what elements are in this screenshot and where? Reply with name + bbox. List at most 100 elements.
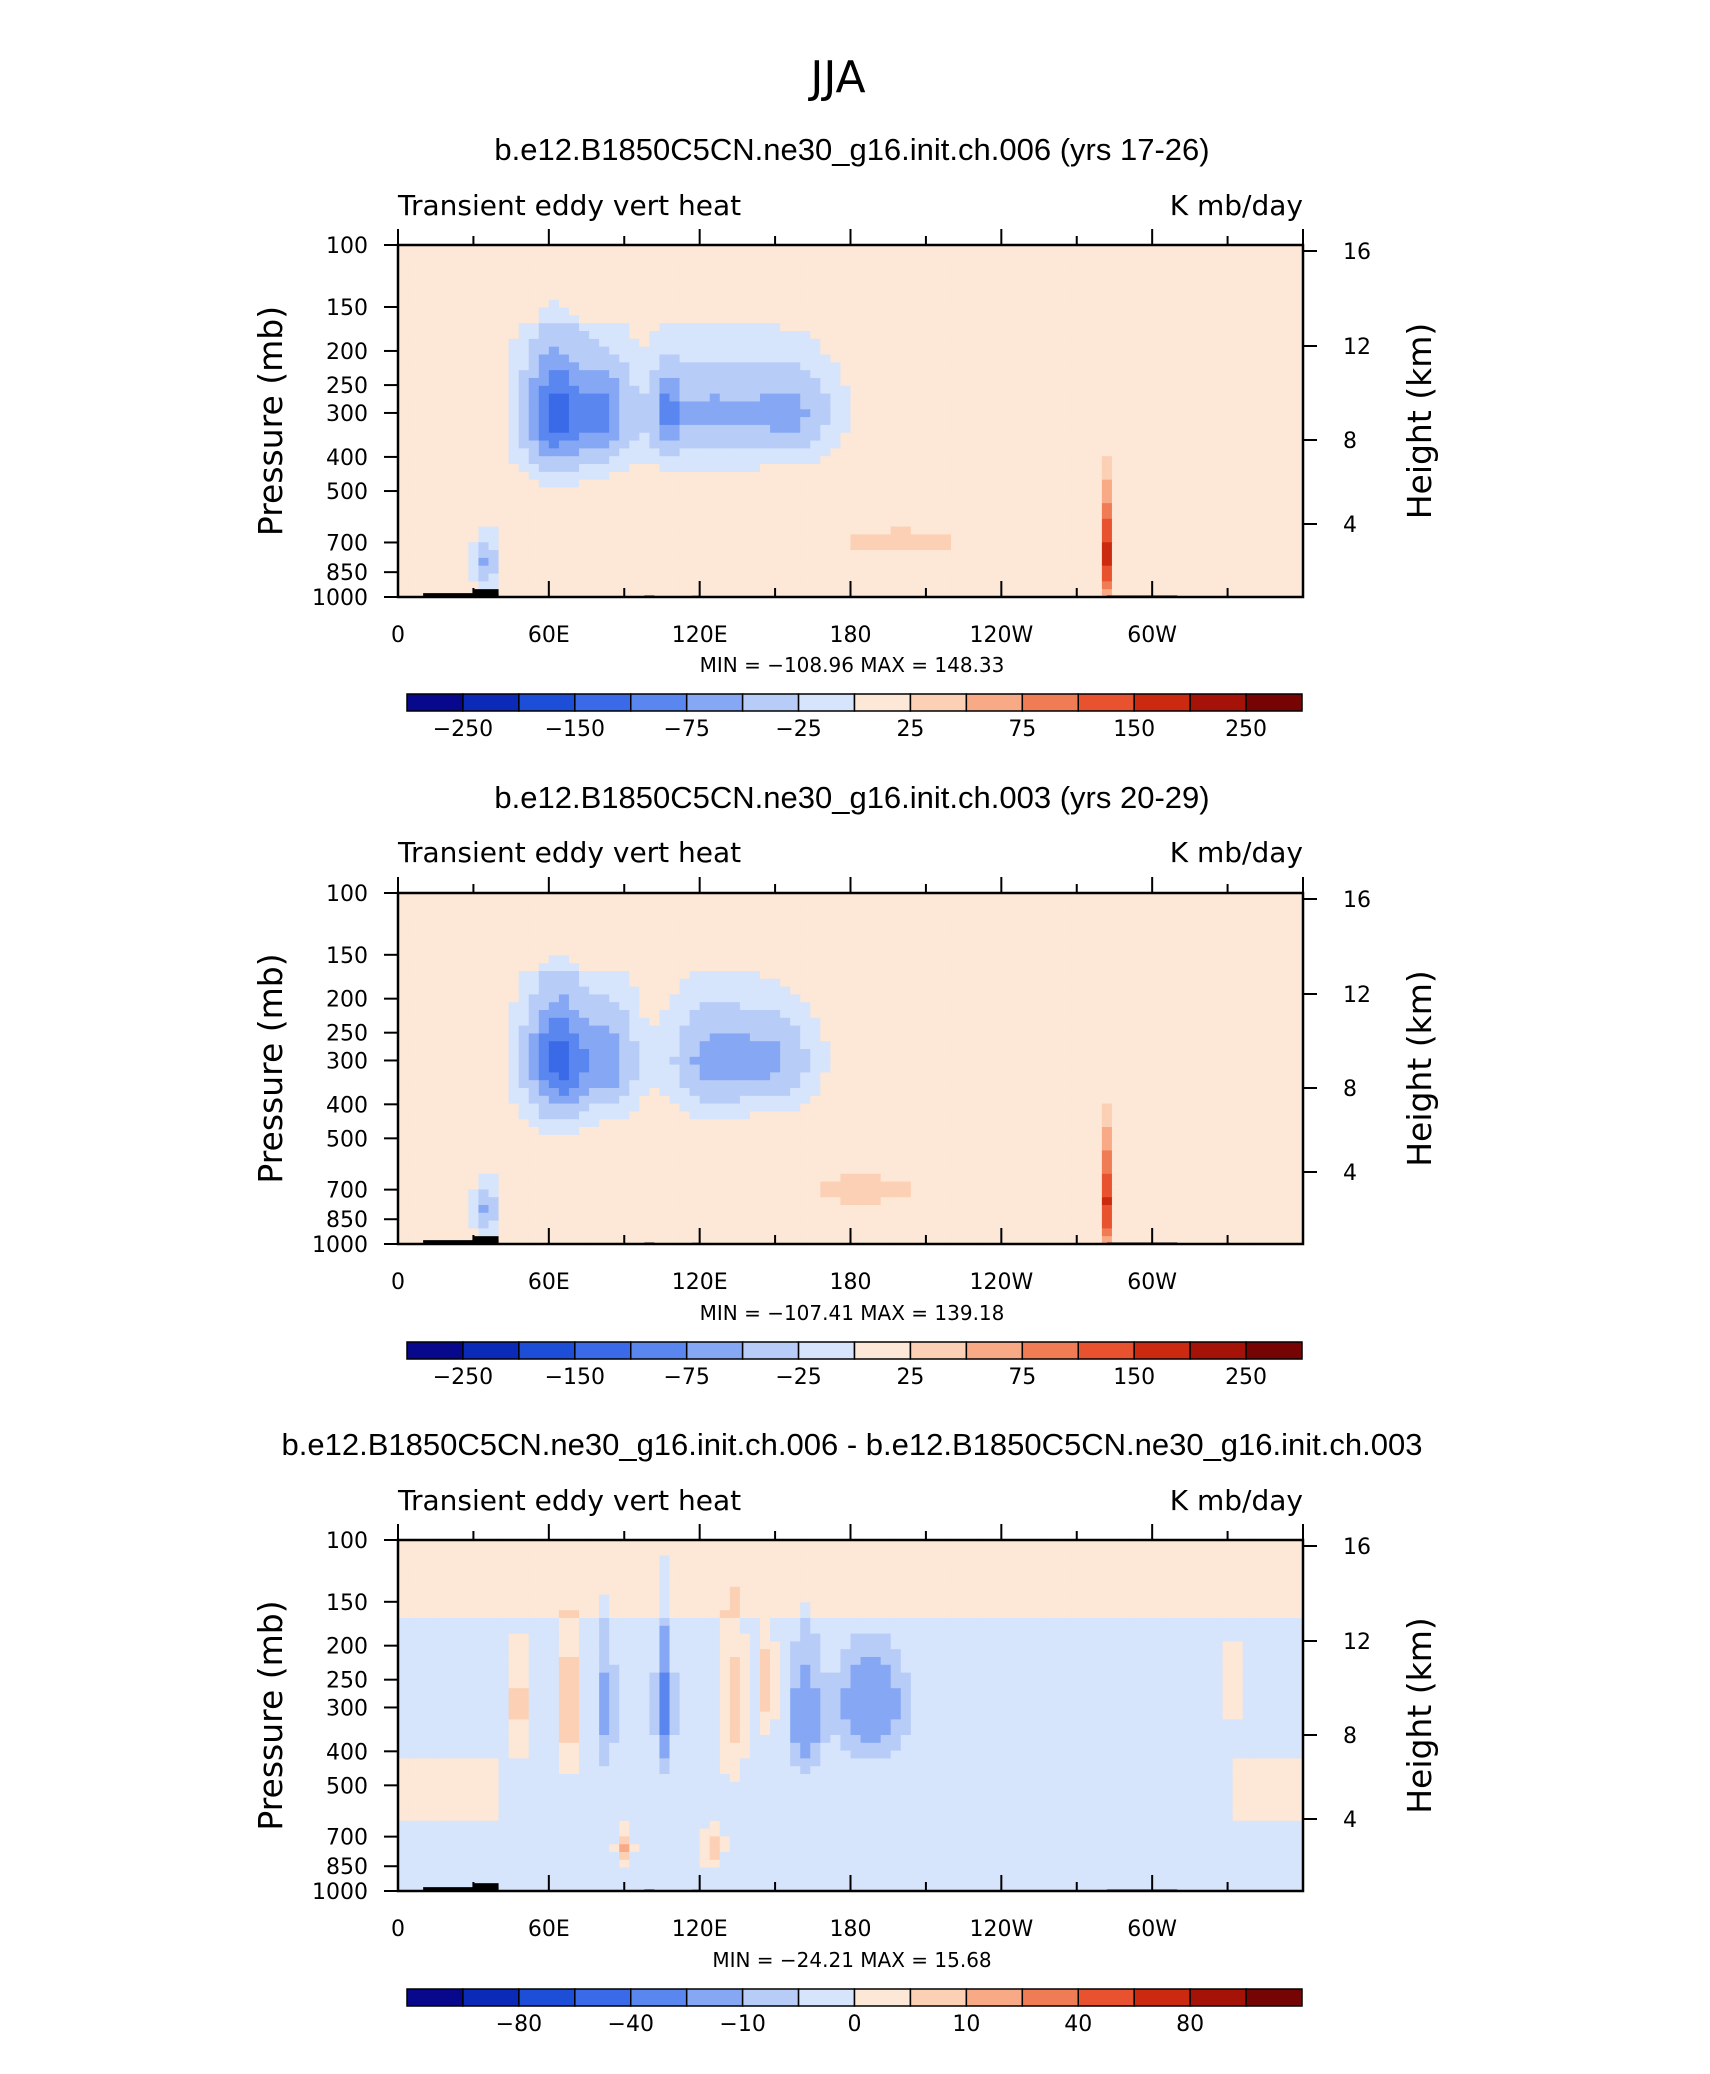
field-cell bbox=[1192, 432, 1204, 442]
field-cell bbox=[599, 299, 610, 309]
field-cell bbox=[528, 955, 540, 964]
field-cell bbox=[518, 323, 530, 332]
field-cell bbox=[1162, 284, 1173, 293]
field-cell bbox=[1142, 471, 1153, 481]
field-cell bbox=[1162, 542, 1173, 551]
field-cell bbox=[800, 542, 811, 551]
field-cell bbox=[448, 893, 459, 902]
field-cell bbox=[900, 510, 912, 520]
field-cell bbox=[729, 932, 741, 941]
field-cell bbox=[1152, 495, 1163, 504]
field-cell bbox=[508, 370, 520, 379]
field-cell bbox=[1212, 534, 1224, 543]
field-cell bbox=[850, 939, 862, 949]
field-cell bbox=[558, 955, 570, 964]
field-cell bbox=[1202, 385, 1214, 395]
field-cell bbox=[1162, 456, 1173, 465]
field-cell bbox=[1142, 331, 1153, 340]
field-cell bbox=[1081, 565, 1093, 575]
field-cell bbox=[1222, 299, 1234, 309]
field-cell bbox=[1202, 284, 1214, 293]
field-cell bbox=[900, 291, 912, 301]
colorbar-box bbox=[406, 693, 464, 712]
field-cell bbox=[1132, 893, 1143, 902]
field-cell bbox=[729, 456, 741, 465]
field-cell bbox=[729, 299, 741, 309]
field-cell bbox=[448, 573, 459, 582]
field-cell bbox=[609, 589, 620, 598]
field-cell bbox=[679, 947, 691, 956]
field-cell bbox=[669, 565, 681, 575]
field-cell bbox=[910, 299, 922, 309]
field-cell bbox=[398, 354, 409, 363]
field-cell bbox=[689, 893, 701, 902]
field-cell bbox=[1091, 409, 1103, 418]
field-cell bbox=[468, 245, 480, 254]
field-cell bbox=[619, 401, 630, 410]
field-cell bbox=[971, 276, 982, 285]
field-cell bbox=[1041, 939, 1053, 949]
field-cell bbox=[840, 284, 852, 293]
field-cell bbox=[458, 581, 469, 590]
field-cell bbox=[548, 518, 560, 528]
field-cell bbox=[568, 299, 580, 309]
field-cell bbox=[538, 471, 550, 481]
field-cell bbox=[729, 550, 741, 559]
field-cell bbox=[971, 354, 982, 363]
field-cell bbox=[991, 299, 1002, 309]
field-cell bbox=[418, 487, 429, 496]
field-cell bbox=[981, 589, 992, 598]
field-cell bbox=[488, 581, 500, 590]
field-cell bbox=[900, 464, 912, 473]
field-cell bbox=[749, 464, 761, 473]
field-cell bbox=[1242, 471, 1254, 481]
field-cell bbox=[629, 291, 640, 301]
field-cell bbox=[951, 534, 962, 543]
field-cell bbox=[528, 338, 540, 348]
field-cell bbox=[629, 573, 640, 582]
field-cell bbox=[428, 526, 439, 536]
field-cell bbox=[1242, 291, 1254, 301]
field-cell bbox=[548, 908, 560, 917]
field-cell bbox=[910, 440, 922, 449]
field-cell bbox=[1152, 550, 1163, 559]
field-cell bbox=[548, 276, 560, 285]
field-cell bbox=[910, 252, 922, 262]
field-cell bbox=[579, 947, 590, 956]
field-cell bbox=[1101, 518, 1113, 528]
field-cell bbox=[830, 393, 842, 403]
field-cell bbox=[548, 503, 560, 512]
field-cell bbox=[971, 495, 982, 504]
field-cell bbox=[760, 947, 771, 956]
field-cell bbox=[1051, 291, 1063, 301]
field-cell bbox=[729, 589, 741, 598]
field-cell bbox=[679, 939, 691, 949]
field-cell bbox=[468, 252, 480, 262]
field-cell bbox=[689, 377, 701, 387]
field-cell bbox=[508, 276, 520, 285]
field-cell bbox=[428, 370, 439, 379]
field-cell bbox=[840, 354, 852, 363]
field-cell bbox=[649, 385, 661, 395]
field-cell bbox=[1021, 534, 1033, 543]
field-cell bbox=[739, 573, 751, 582]
field-cell bbox=[699, 550, 711, 559]
field-cell bbox=[760, 924, 771, 933]
field-cell bbox=[478, 510, 490, 520]
field-cell bbox=[860, 362, 872, 371]
field-cell bbox=[1021, 338, 1033, 348]
field-cell bbox=[830, 471, 842, 481]
field-cell bbox=[941, 947, 952, 956]
field-cell bbox=[1031, 464, 1043, 473]
field-cell bbox=[579, 495, 590, 504]
field-cell bbox=[1272, 245, 1284, 254]
field-cell bbox=[860, 284, 872, 293]
field-cell bbox=[669, 939, 681, 949]
field-cell bbox=[408, 916, 419, 925]
field-cell bbox=[1212, 510, 1224, 520]
field-cell bbox=[1202, 916, 1214, 925]
field-cell bbox=[599, 503, 610, 512]
field-cell bbox=[689, 955, 701, 964]
field-cell bbox=[719, 924, 731, 933]
field-cell bbox=[448, 307, 459, 316]
